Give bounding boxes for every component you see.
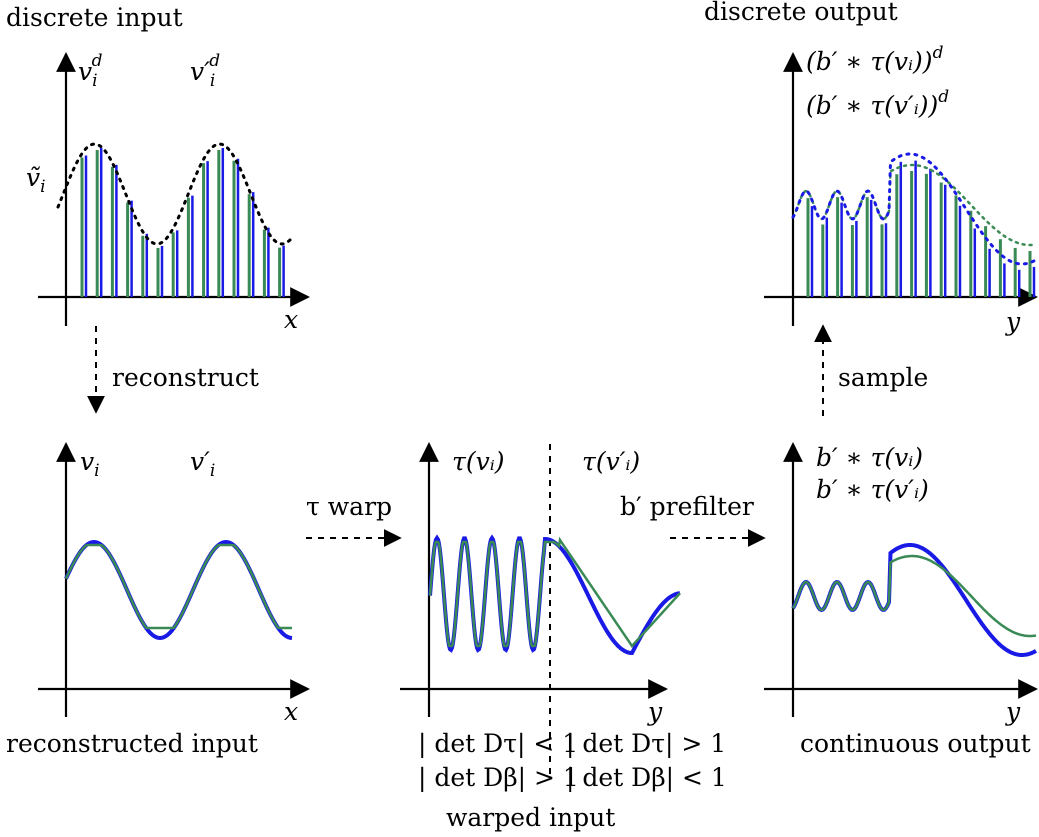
label-out-blue: (b′ ∗ τ(v′ᵢ))d (806, 87, 949, 120)
curve-tau-vi-green (428, 536, 681, 649)
curve-vtilde-dotted (56, 142, 294, 246)
label-tau-warp: τ warp (306, 492, 392, 521)
label-tau-vi: τ(vᵢ) (452, 447, 505, 476)
label-sample: sample (838, 363, 928, 392)
axis-label-x: x (284, 697, 298, 726)
label-vpi: v′i (190, 447, 215, 481)
curve-out-blue-dotted (791, 152, 1038, 266)
label-prefilter: b′ prefilter (620, 492, 754, 521)
axis-label-y: y (647, 697, 663, 726)
panel-warped-input: y τ(vᵢ) τ(v′ᵢ) | det Dτ| < 1 | det Dτ| >… (400, 442, 727, 832)
label-discrete-input: discrete input (6, 3, 183, 32)
label-b-tau-vpi: b′ ∗ τ(v′ᵢ) (816, 475, 929, 504)
axis-label-x: x (284, 305, 298, 334)
label-reconstruct: reconstruct (112, 363, 259, 392)
panel-discrete-input: discrete input x vid v′id ṽi (6, 3, 310, 334)
panel-reconstructed-input: x vi v′i reconstructed input (6, 442, 310, 758)
panel-discrete-output: discrete output y (b′ ∗ τ(vᵢ))d (b′ ∗ τ(… (704, 0, 1038, 336)
det-dbeta-lt: | det Dβ| < 1 (566, 763, 727, 793)
curve-b-tau-vpi-blue (791, 543, 1038, 657)
det-dbeta-gt: | det Dβ| > 1 (418, 763, 579, 793)
label-tau-vpi: τ(v′ᵢ) (582, 447, 640, 476)
curve-vi-green (64, 543, 292, 630)
det-dtau-gt: | det Dτ| > 1 (566, 729, 726, 759)
label-vpi-d: v′id (190, 51, 220, 91)
label-vi-d: vid (78, 51, 103, 91)
axis-label-y: y (1005, 307, 1021, 336)
label-reconstructed-input: reconstructed input (6, 729, 258, 758)
discrete-input-stems (80, 148, 285, 297)
label-vtilde: ṽi (26, 163, 46, 197)
label-vi: vi (80, 447, 100, 481)
det-dtau-lt: | det Dτ| < 1 (418, 729, 578, 759)
label-continuous-output: continuous output (800, 729, 1031, 758)
label-out-green: (b′ ∗ τ(vᵢ))d (806, 43, 944, 76)
discrete-output-stems (806, 160, 1036, 297)
label-b-tau-vi: b′ ∗ τ(vᵢ) (816, 443, 923, 472)
curve-b-tau-vi-green (791, 554, 1037, 638)
label-warped-input: warped input (446, 803, 615, 832)
label-discrete-output: discrete output (704, 0, 898, 26)
panel-continuous-output: y b′ ∗ τ(vᵢ) b′ ∗ τ(v′ᵢ) continuous outp… (764, 442, 1038, 758)
axis-label-y: y (1005, 697, 1021, 726)
